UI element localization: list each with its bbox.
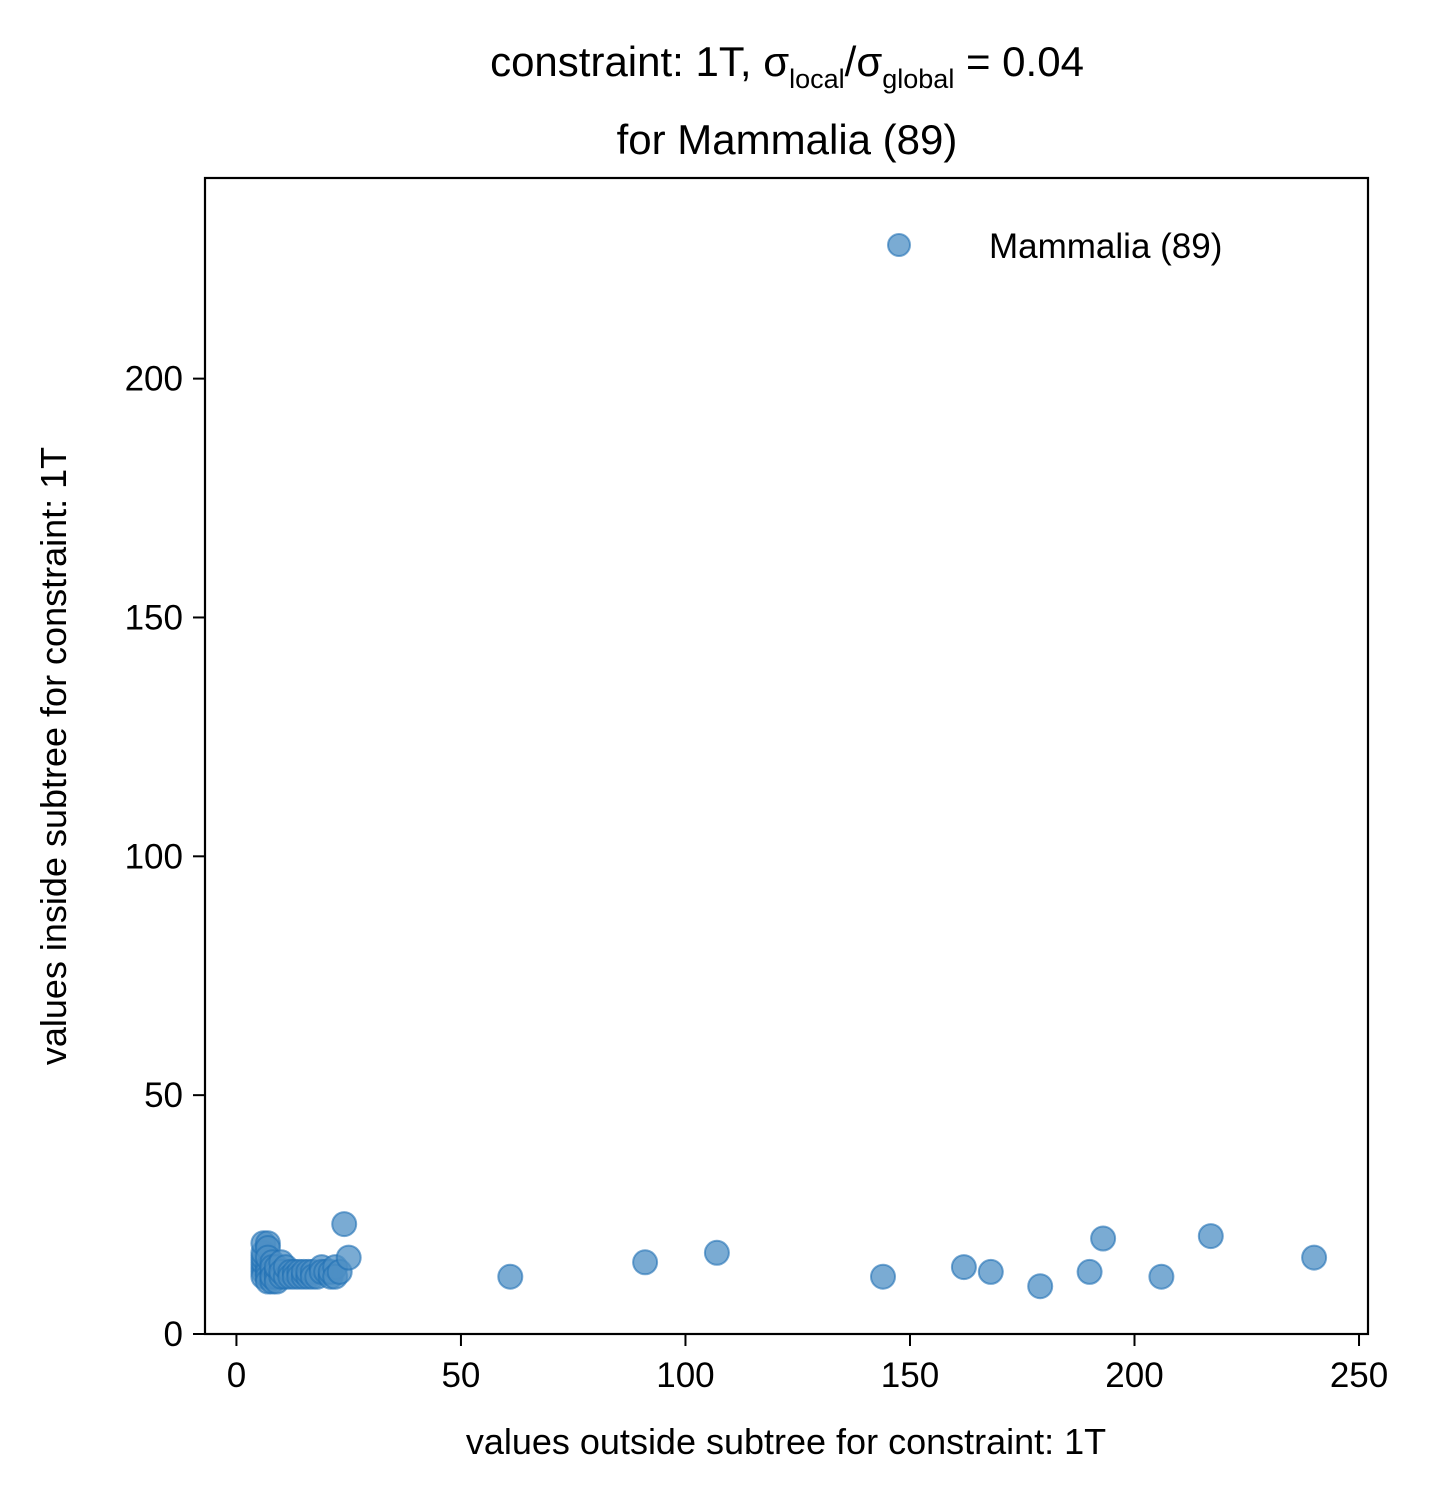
x-tick-label: 100: [656, 1356, 714, 1395]
x-axis: 0 50 100 150 200 250: [227, 1334, 1388, 1395]
data-point: [977, 1258, 1004, 1285]
x-tick-label: 150: [881, 1356, 939, 1395]
data-point: [1027, 1273, 1054, 1300]
x-tick-label: 250: [1330, 1356, 1388, 1395]
y-axis: 0 50 100 150 200: [125, 360, 205, 1354]
title-suffix: = 0.04: [954, 38, 1084, 85]
plot-frame: [203, 176, 1370, 1336]
data-point: [1197, 1223, 1224, 1250]
data-point: [1301, 1244, 1328, 1271]
data-point: [950, 1254, 977, 1281]
data-point: [1090, 1225, 1117, 1252]
data-point: [1148, 1263, 1175, 1290]
data-point: [335, 1244, 362, 1271]
data-point: [632, 1249, 659, 1276]
x-axis-label: values outside subtree for constraint: 1…: [466, 1421, 1106, 1462]
legend: Mammalia (89): [887, 227, 1222, 266]
data-point: [497, 1263, 524, 1290]
title-prefix: constraint: 1T, σ: [490, 38, 789, 85]
data-point: [1076, 1258, 1103, 1285]
title-mid: /σ: [845, 38, 883, 85]
title-sub-global: global: [882, 64, 954, 94]
y-tick-label: 50: [144, 1076, 183, 1115]
legend-label: Mammalia (89): [989, 227, 1222, 266]
y-tick-label: 100: [125, 837, 183, 876]
x-tick-label: 0: [227, 1356, 246, 1395]
y-tick-label: 200: [125, 360, 183, 399]
y-tick-label: 150: [125, 598, 183, 637]
y-axis-label: values inside subtree for constraint: 1T: [33, 447, 74, 1065]
chart-title-line1: constraint: 1T, σlocal/σglobal = 0.04: [490, 38, 1084, 94]
x-tick-label: 50: [441, 1356, 480, 1395]
data-point: [870, 1263, 896, 1290]
title-sub-local: local: [789, 64, 845, 94]
scatter-points: [250, 1211, 1328, 1300]
legend-marker: [887, 233, 911, 257]
chart-title-line2: for Mammalia (89): [617, 116, 958, 163]
data-point: [331, 1211, 358, 1238]
data-point: [703, 1239, 730, 1266]
y-tick-label: 0: [164, 1315, 183, 1354]
x-tick-label: 200: [1105, 1356, 1163, 1395]
